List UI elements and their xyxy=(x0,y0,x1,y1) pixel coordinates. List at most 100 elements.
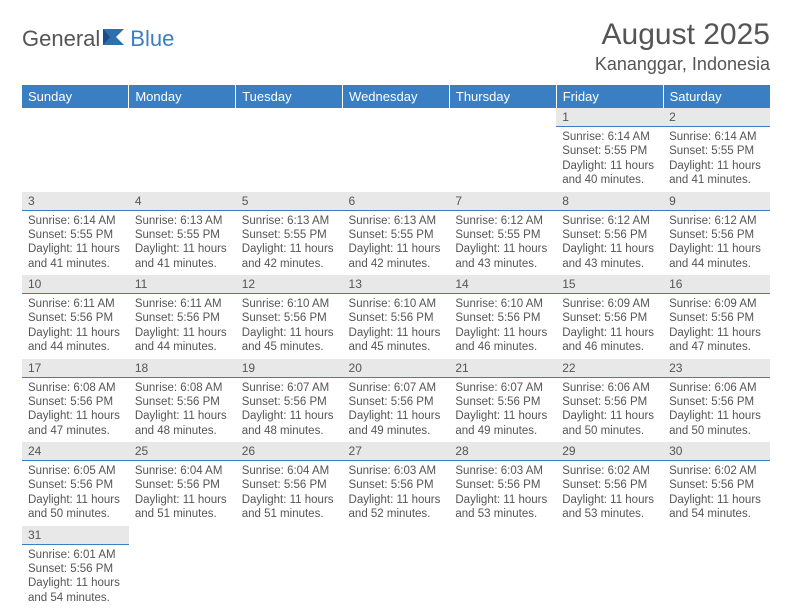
sunset-text: Sunset: 5:55 PM xyxy=(455,228,550,242)
calendar-cell: 26Sunrise: 6:04 AMSunset: 5:56 PMDayligh… xyxy=(236,442,343,526)
calendar-cell: 24Sunrise: 6:05 AMSunset: 5:56 PMDayligh… xyxy=(22,442,129,526)
daylight-text: Daylight: 11 hours and 41 minutes. xyxy=(669,159,764,188)
calendar-cell: 18Sunrise: 6:08 AMSunset: 5:56 PMDayligh… xyxy=(129,359,236,443)
day-number: 13 xyxy=(343,275,450,294)
day-details: Sunrise: 6:08 AMSunset: 5:56 PMDaylight:… xyxy=(22,378,129,443)
sunrise-text: Sunrise: 6:09 AM xyxy=(562,297,657,311)
sunrise-text: Sunrise: 6:07 AM xyxy=(455,381,550,395)
calendar-row: 24Sunrise: 6:05 AMSunset: 5:56 PMDayligh… xyxy=(22,442,770,526)
sunrise-text: Sunrise: 6:08 AM xyxy=(135,381,230,395)
day-number: 1 xyxy=(556,108,663,127)
calendar-cell: 1Sunrise: 6:14 AMSunset: 5:55 PMDaylight… xyxy=(556,108,663,192)
sunset-text: Sunset: 5:55 PM xyxy=(28,228,123,242)
weekday-header: Thursday xyxy=(449,85,556,108)
sunrise-text: Sunrise: 6:09 AM xyxy=(669,297,764,311)
calendar-cell: 21Sunrise: 6:07 AMSunset: 5:56 PMDayligh… xyxy=(449,359,556,443)
sunrise-text: Sunrise: 6:12 AM xyxy=(669,214,764,228)
sunset-text: Sunset: 5:56 PM xyxy=(28,395,123,409)
sunrise-text: Sunrise: 6:04 AM xyxy=(135,464,230,478)
daylight-text: Daylight: 11 hours and 45 minutes. xyxy=(349,326,444,355)
daylight-text: Daylight: 11 hours and 50 minutes. xyxy=(669,409,764,438)
sunset-text: Sunset: 5:56 PM xyxy=(242,311,337,325)
day-number: 20 xyxy=(343,359,450,378)
day-details: Sunrise: 6:13 AMSunset: 5:55 PMDaylight:… xyxy=(129,211,236,276)
day-details: Sunrise: 6:12 AMSunset: 5:55 PMDaylight:… xyxy=(449,211,556,276)
daylight-text: Daylight: 11 hours and 54 minutes. xyxy=(28,576,123,605)
sunrise-text: Sunrise: 6:13 AM xyxy=(242,214,337,228)
sunset-text: Sunset: 5:56 PM xyxy=(455,395,550,409)
daylight-text: Daylight: 11 hours and 47 minutes. xyxy=(669,326,764,355)
day-number: 2 xyxy=(663,108,770,127)
day-number: 25 xyxy=(129,442,236,461)
calendar-cell: 31Sunrise: 6:01 AMSunset: 5:56 PMDayligh… xyxy=(22,526,129,610)
day-number: 22 xyxy=(556,359,663,378)
calendar-table: SundayMondayTuesdayWednesdayThursdayFrid… xyxy=(22,85,770,609)
day-number: 29 xyxy=(556,442,663,461)
day-details: Sunrise: 6:06 AMSunset: 5:56 PMDaylight:… xyxy=(663,378,770,443)
sunset-text: Sunset: 5:56 PM xyxy=(242,395,337,409)
sunset-text: Sunset: 5:56 PM xyxy=(242,478,337,492)
day-details: Sunrise: 6:14 AMSunset: 5:55 PMDaylight:… xyxy=(22,211,129,276)
day-number: 21 xyxy=(449,359,556,378)
daylight-text: Daylight: 11 hours and 43 minutes. xyxy=(455,242,550,271)
day-number: 17 xyxy=(22,359,129,378)
calendar-cell: . xyxy=(22,108,129,192)
calendar-cell: 22Sunrise: 6:06 AMSunset: 5:56 PMDayligh… xyxy=(556,359,663,443)
sunrise-text: Sunrise: 6:06 AM xyxy=(669,381,764,395)
day-details: Sunrise: 6:11 AMSunset: 5:56 PMDaylight:… xyxy=(129,294,236,359)
daylight-text: Daylight: 11 hours and 50 minutes. xyxy=(28,493,123,522)
calendar-cell: . xyxy=(236,108,343,192)
day-details: Sunrise: 6:13 AMSunset: 5:55 PMDaylight:… xyxy=(343,211,450,276)
day-details: Sunrise: 6:11 AMSunset: 5:56 PMDaylight:… xyxy=(22,294,129,359)
weekday-header: Sunday xyxy=(22,85,129,108)
calendar-row: 17Sunrise: 6:08 AMSunset: 5:56 PMDayligh… xyxy=(22,359,770,443)
daylight-text: Daylight: 11 hours and 44 minutes. xyxy=(135,326,230,355)
calendar-cell: 4Sunrise: 6:13 AMSunset: 5:55 PMDaylight… xyxy=(129,192,236,276)
day-number: 26 xyxy=(236,442,343,461)
sunrise-text: Sunrise: 6:12 AM xyxy=(562,214,657,228)
weekday-header-row: SundayMondayTuesdayWednesdayThursdayFrid… xyxy=(22,85,770,108)
weekday-header: Saturday xyxy=(663,85,770,108)
sunrise-text: Sunrise: 6:08 AM xyxy=(28,381,123,395)
daylight-text: Daylight: 11 hours and 43 minutes. xyxy=(562,242,657,271)
daylight-text: Daylight: 11 hours and 52 minutes. xyxy=(349,493,444,522)
location-subtitle: Kananggar, Indonesia xyxy=(595,54,770,75)
calendar-cell: 14Sunrise: 6:10 AMSunset: 5:56 PMDayligh… xyxy=(449,275,556,359)
day-details: Sunrise: 6:12 AMSunset: 5:56 PMDaylight:… xyxy=(556,211,663,276)
sunset-text: Sunset: 5:56 PM xyxy=(562,395,657,409)
day-details: Sunrise: 6:09 AMSunset: 5:56 PMDaylight:… xyxy=(556,294,663,359)
day-details: Sunrise: 6:02 AMSunset: 5:56 PMDaylight:… xyxy=(663,461,770,526)
calendar-cell: . xyxy=(449,526,556,610)
calendar-cell: 27Sunrise: 6:03 AMSunset: 5:56 PMDayligh… xyxy=(343,442,450,526)
daylight-text: Daylight: 11 hours and 49 minutes. xyxy=(455,409,550,438)
calendar-cell: 11Sunrise: 6:11 AMSunset: 5:56 PMDayligh… xyxy=(129,275,236,359)
daylight-text: Daylight: 11 hours and 47 minutes. xyxy=(28,409,123,438)
sunrise-text: Sunrise: 6:05 AM xyxy=(28,464,123,478)
calendar-cell: 6Sunrise: 6:13 AMSunset: 5:55 PMDaylight… xyxy=(343,192,450,276)
calendar-cell: 12Sunrise: 6:10 AMSunset: 5:56 PMDayligh… xyxy=(236,275,343,359)
calendar-cell: 23Sunrise: 6:06 AMSunset: 5:56 PMDayligh… xyxy=(663,359,770,443)
sunset-text: Sunset: 5:56 PM xyxy=(135,395,230,409)
daylight-text: Daylight: 11 hours and 41 minutes. xyxy=(135,242,230,271)
day-number: 31 xyxy=(22,526,129,545)
sunset-text: Sunset: 5:55 PM xyxy=(242,228,337,242)
sunset-text: Sunset: 5:56 PM xyxy=(135,311,230,325)
sunrise-text: Sunrise: 6:03 AM xyxy=(455,464,550,478)
calendar-cell: 20Sunrise: 6:07 AMSunset: 5:56 PMDayligh… xyxy=(343,359,450,443)
day-number: 5 xyxy=(236,192,343,211)
calendar-cell: 5Sunrise: 6:13 AMSunset: 5:55 PMDaylight… xyxy=(236,192,343,276)
weekday-header: Tuesday xyxy=(236,85,343,108)
sunset-text: Sunset: 5:55 PM xyxy=(135,228,230,242)
daylight-text: Daylight: 11 hours and 48 minutes. xyxy=(135,409,230,438)
calendar-cell: 25Sunrise: 6:04 AMSunset: 5:56 PMDayligh… xyxy=(129,442,236,526)
sunrise-text: Sunrise: 6:10 AM xyxy=(349,297,444,311)
day-details: Sunrise: 6:04 AMSunset: 5:56 PMDaylight:… xyxy=(236,461,343,526)
sunrise-text: Sunrise: 6:03 AM xyxy=(349,464,444,478)
daylight-text: Daylight: 11 hours and 51 minutes. xyxy=(242,493,337,522)
daylight-text: Daylight: 11 hours and 49 minutes. xyxy=(349,409,444,438)
sunset-text: Sunset: 5:56 PM xyxy=(562,228,657,242)
day-details: Sunrise: 6:07 AMSunset: 5:56 PMDaylight:… xyxy=(449,378,556,443)
sunset-text: Sunset: 5:55 PM xyxy=(349,228,444,242)
calendar-cell: 3Sunrise: 6:14 AMSunset: 5:55 PMDaylight… xyxy=(22,192,129,276)
sunset-text: Sunset: 5:56 PM xyxy=(28,478,123,492)
